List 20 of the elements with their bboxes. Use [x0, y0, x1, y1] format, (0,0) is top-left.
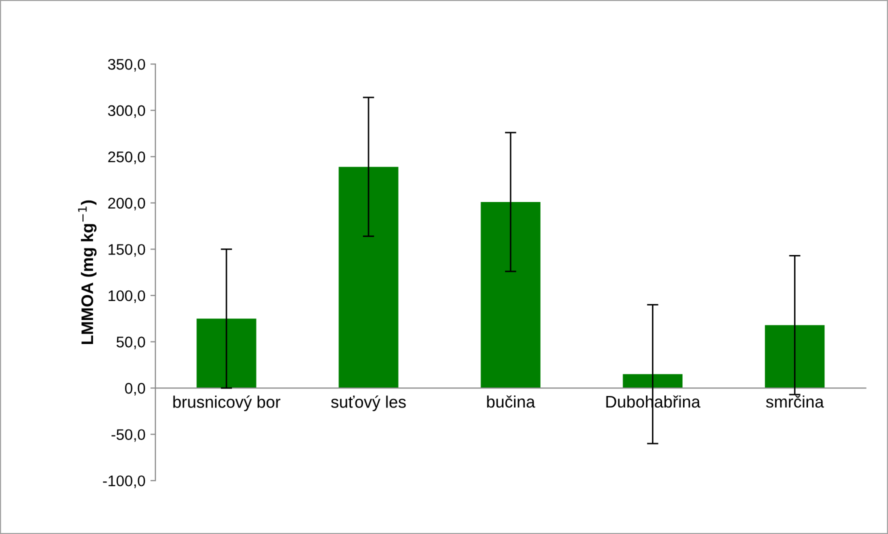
y-tick-label: -50,0 [112, 429, 146, 442]
bar [338, 166, 398, 388]
y-tick-label: 0,0 [125, 382, 146, 396]
x-tick-label: smrčina [766, 395, 824, 408]
y-tick-label: -100,0 [103, 475, 146, 488]
y-tick-label: 50,0 [116, 336, 146, 350]
bar [480, 202, 540, 388]
y-tick-label: 350,0 [108, 58, 146, 72]
x-tick-label: suťový les [331, 395, 406, 412]
y-tick-label: 250,0 [108, 152, 146, 164]
bar [764, 325, 825, 388]
y-tick-label: 200,0 [108, 198, 146, 210]
y-tick-label: 300,0 [108, 105, 146, 118]
x-tick-label: bučina [487, 395, 536, 408]
y-tick-label: 150,0 [108, 244, 146, 257]
y-axis-title: LMMOA (mg kg$^{−1}$) [78, 200, 97, 344]
x-tick-label: brusnicový bor [173, 395, 280, 412]
bar [622, 374, 683, 388]
y-tick-label: 100,0 [108, 290, 146, 303]
bar [196, 318, 256, 388]
